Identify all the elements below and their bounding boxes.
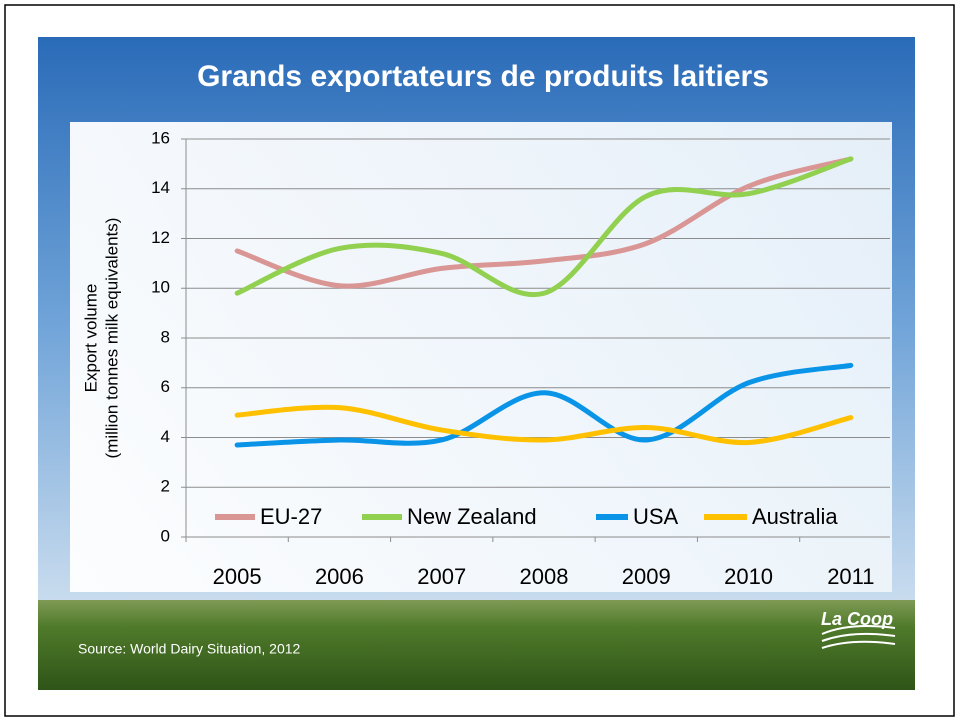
x-tick-label: 2005 bbox=[213, 564, 262, 589]
y-tick-label: 10 bbox=[151, 278, 170, 297]
y-axis-label: (million tonnes milk equivalents) bbox=[102, 218, 121, 459]
x-tick-label: 2009 bbox=[622, 564, 671, 589]
x-tick-label: 2007 bbox=[417, 564, 466, 589]
x-tick-label: 2006 bbox=[315, 564, 364, 589]
y-tick-label: 12 bbox=[151, 228, 170, 247]
chart-title: Grands exportateurs de produits laitiers bbox=[197, 60, 769, 93]
x-tick-label: 2008 bbox=[520, 564, 569, 589]
y-tick-label: 4 bbox=[161, 427, 170, 446]
x-tick-label: 2011 bbox=[827, 564, 874, 589]
y-tick-label: 14 bbox=[151, 178, 170, 197]
series-line bbox=[234, 156, 854, 289]
y-tick-label: 16 bbox=[151, 128, 170, 147]
y-tick-label: 0 bbox=[161, 526, 170, 545]
legend-label: Australia bbox=[752, 504, 838, 529]
field bbox=[38, 600, 915, 690]
y-axis-label: Export volume bbox=[81, 284, 100, 393]
plot: 0 2 4 6 8 10 12 14 16 Export volume (million tonne… bbox=[81, 128, 890, 589]
source: Source: World Dairy Situation, 2012 bbox=[78, 641, 301, 657]
logo: La Coop bbox=[821, 609, 893, 629]
legend-label: EU-27 bbox=[260, 504, 322, 529]
series-line bbox=[234, 404, 854, 446]
legend-label: New Zealand bbox=[407, 504, 537, 529]
y-tick-label: 2 bbox=[161, 477, 170, 496]
x-tick-label: 2010 bbox=[724, 564, 773, 589]
y-tick-label: 8 bbox=[161, 327, 170, 346]
legend-label: USA bbox=[633, 504, 679, 529]
y-tick-label: 6 bbox=[161, 377, 170, 396]
series-line bbox=[234, 156, 854, 298]
logo-waves bbox=[821, 625, 896, 649]
chart-panel bbox=[70, 122, 892, 592]
series-line bbox=[234, 362, 854, 448]
